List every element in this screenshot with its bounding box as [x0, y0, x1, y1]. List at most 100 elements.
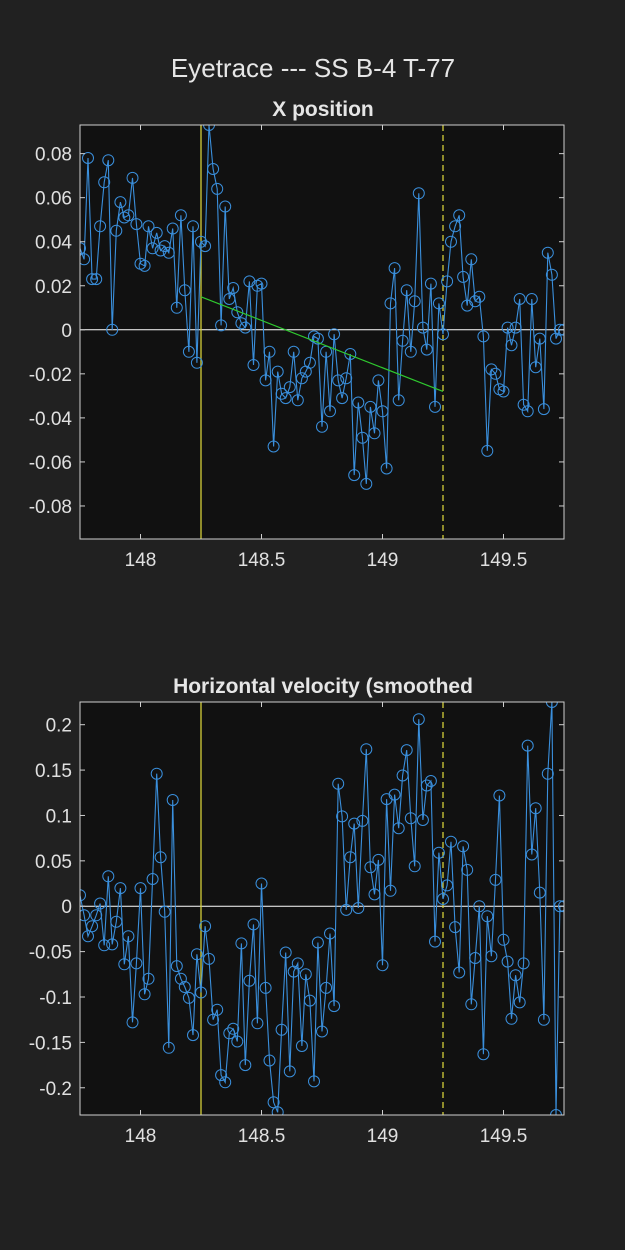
- xpos-data-point: [215, 319, 228, 332]
- xpos-data-point: [332, 374, 345, 387]
- xpos-axes-frame: [79, 124, 565, 540]
- xpos-ytick-label: -0.04: [29, 409, 73, 430]
- xpos-ytick-label: 0.04: [35, 233, 72, 254]
- xpos-data-point: [388, 262, 401, 275]
- xpos-data-point: [162, 246, 175, 259]
- hvel-data-point: [501, 955, 514, 968]
- hvel-data-point: [287, 965, 300, 978]
- hvel-data-point: [509, 969, 522, 982]
- hvel-data-point: [445, 835, 457, 848]
- hvel-data-point: [94, 897, 107, 910]
- hvel-data-point: [368, 888, 381, 901]
- xpos-data-point: [432, 297, 445, 310]
- hvel-data-point: [489, 873, 502, 886]
- hvel-data-point: [469, 952, 482, 964]
- hvel-axes-frame: [79, 701, 565, 1116]
- hvel-data-point: [187, 1029, 199, 1042]
- hvel-data-point: [550, 1109, 562, 1115]
- hvel-data-point: [429, 935, 441, 948]
- hvel-data-point: [263, 1054, 276, 1067]
- hvel-data-point: [199, 920, 212, 933]
- xpos-ytick-label: 0: [61, 321, 72, 342]
- xpos-data-point: [311, 332, 324, 345]
- xpos-data-point: [340, 372, 353, 385]
- xpos-data-point: [259, 374, 272, 387]
- xpos-data-point: [122, 209, 135, 222]
- hvel-ytick-label: -0.1: [39, 988, 72, 1009]
- xpos-data-point: [420, 343, 433, 356]
- hvel-data-point: [166, 794, 179, 806]
- hvel-data-point: [227, 1022, 240, 1035]
- xpos-data-point: [255, 277, 268, 290]
- xpos-data-point: [372, 374, 385, 387]
- xpos-data-point: [445, 235, 457, 248]
- xpos-data-point: [521, 405, 534, 418]
- xpos-data-point: [80, 242, 86, 255]
- xpos-ytick-label: -0.08: [29, 497, 72, 518]
- xpos-data-point: [247, 359, 260, 371]
- hvel-data-point: [372, 853, 385, 866]
- horizontal-velocity-axes: Horizontal velocity (smoothed 148 148.5 14…: [29, 675, 565, 1147]
- hvel-data-point: [118, 958, 131, 971]
- hvel-data-point: [231, 1035, 244, 1048]
- hvel-data-point: [553, 900, 564, 913]
- hvel-data-point: [251, 1017, 264, 1030]
- xpos-data-point: [98, 176, 111, 189]
- xpos-data-point: [344, 348, 357, 360]
- xpos-data-point: [106, 323, 119, 336]
- hvel-data-point: [400, 744, 413, 757]
- xpos-data-point: [384, 297, 397, 310]
- xpos-data-point: [400, 284, 413, 297]
- hvel-data-point: [98, 939, 111, 952]
- hvel-data-point: [130, 957, 143, 970]
- xpos-data-point: [235, 317, 248, 330]
- hvel-data-point: [348, 817, 361, 830]
- xpos-data-point: [558, 323, 564, 336]
- xpos-data-point: [207, 163, 220, 175]
- xpos-data-point: [348, 469, 361, 482]
- xpos-data-point: [142, 220, 155, 233]
- xpos-data-point: [190, 356, 203, 369]
- hvel-ytick-label: 0.05: [35, 852, 72, 873]
- xpos-data-point: [86, 273, 99, 286]
- hvel-data-point: [457, 840, 470, 853]
- hvel-data-point: [449, 921, 462, 934]
- hvel-data-point: [392, 822, 405, 835]
- hvel-data-point: [505, 1012, 518, 1025]
- hvel-data-point: [162, 1041, 175, 1054]
- hvel-data-point: [497, 933, 510, 946]
- xpos-xtick-label: 148: [125, 550, 157, 571]
- hvel-data-point: [517, 957, 530, 970]
- hvel-data-point: [142, 972, 155, 985]
- hvel-data-point: [432, 846, 445, 859]
- hvel-xtick-label: 149.5: [480, 1126, 528, 1147]
- hvel-data-point: [126, 1016, 139, 1029]
- hvel-data-point: [356, 814, 369, 827]
- hvel-data-point: [219, 1076, 232, 1089]
- hvel-data-point: [541, 767, 554, 780]
- hvel-data-point: [122, 930, 135, 943]
- xpos-data-point: [453, 209, 466, 222]
- hvel-data-point: [311, 936, 324, 949]
- xpos-data-point: [187, 220, 199, 233]
- xpos-fit-line: [200, 296, 444, 393]
- hvel-data-point: [384, 884, 397, 897]
- hvel-data-point: [203, 952, 215, 965]
- hvel-data-point: [404, 812, 417, 825]
- xpos-data-point: [223, 293, 236, 305]
- xpos-data-point: [497, 385, 510, 398]
- hvel-data-point: [477, 1048, 490, 1061]
- hvel-series-line: [80, 702, 564, 1115]
- xpos-data-point: [178, 284, 191, 297]
- xpos-data-point: [328, 328, 341, 341]
- hvel-data-point: [86, 920, 99, 933]
- hvel-data-point: [291, 957, 304, 970]
- xpos-data-point: [303, 356, 316, 369]
- hvel-data-point: [441, 879, 454, 892]
- xpos-data-point: [477, 330, 490, 343]
- xpos-data-point: [449, 220, 462, 233]
- xpos-xtick-label: 149.5: [480, 550, 528, 571]
- hvel-data-point: [182, 991, 195, 1004]
- hvel-data-point: [493, 789, 506, 802]
